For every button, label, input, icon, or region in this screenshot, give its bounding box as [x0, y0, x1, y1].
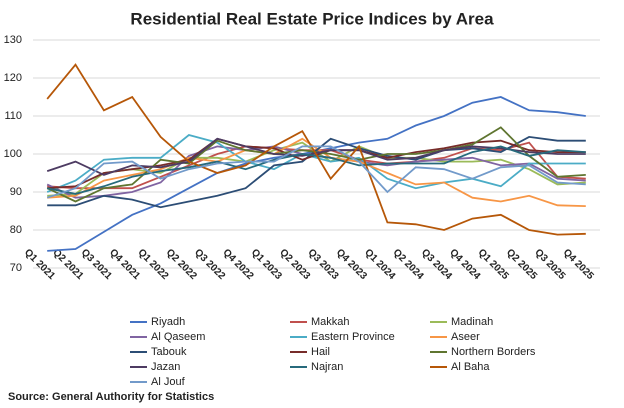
- chart-title: Residential Real Estate Price Indices by…: [130, 9, 494, 28]
- legend-label: Al Jouf: [151, 376, 186, 388]
- y-tick-label: 130: [4, 34, 22, 46]
- legend-label: Najran: [311, 361, 343, 373]
- series-line: [47, 96, 586, 252]
- x-tick-label: Q4 2025: [561, 247, 596, 282]
- y-tick-label: 80: [10, 224, 22, 236]
- y-tick-label: 100: [4, 148, 22, 160]
- legend-label: Madinah: [451, 316, 493, 328]
- source: Source: General Authority for Statistics: [8, 391, 214, 403]
- y-tick-label: 70: [10, 262, 22, 274]
- legend-label: Hail: [311, 346, 330, 358]
- legend-label: Aseer: [451, 331, 480, 343]
- series-line: [47, 137, 586, 207]
- legend-label: Al Baha: [451, 361, 490, 373]
- series-line: [46, 134, 586, 193]
- legend-label: Northern Borders: [451, 346, 536, 358]
- legend-label: Jazan: [151, 361, 180, 373]
- legend-label: Eastern Province: [311, 331, 395, 343]
- series-line: [46, 145, 586, 199]
- series-line: [47, 135, 586, 209]
- y-tick-label: 110: [4, 110, 22, 122]
- y-tick-label: 120: [4, 72, 22, 84]
- legend-label: Tabouk: [151, 346, 187, 358]
- y-tick-label: 90: [10, 186, 22, 198]
- series-line: [46, 126, 586, 203]
- legend-label: Makkah: [311, 316, 350, 328]
- legend-label: Al Qaseem: [151, 331, 205, 343]
- legend-label: Riyadh: [151, 316, 185, 328]
- series-line: [46, 63, 586, 236]
